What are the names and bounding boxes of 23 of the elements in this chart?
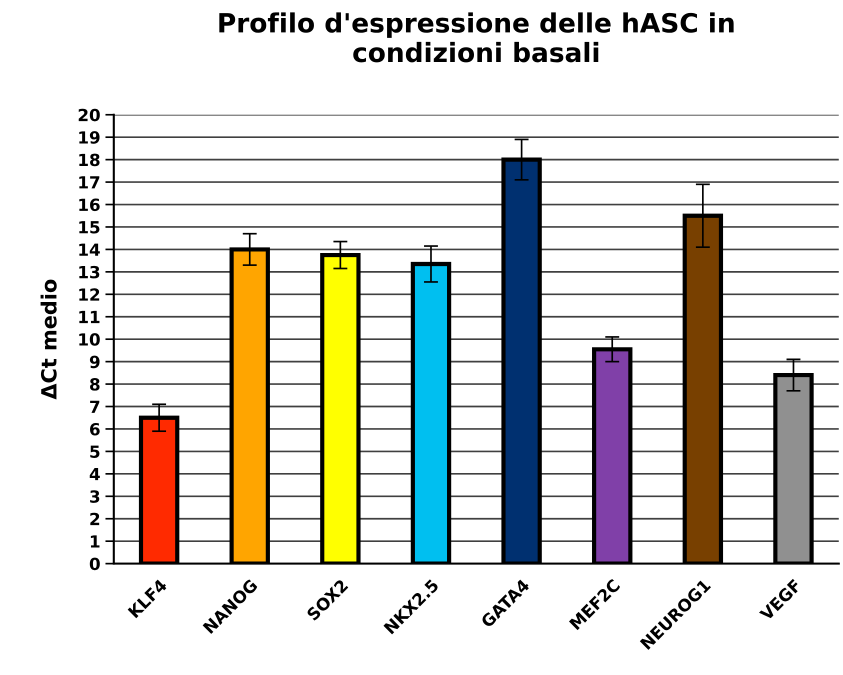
y-tick-label: 9: [90, 356, 100, 368]
y-tick-label: 19: [79, 131, 100, 144]
y-tick-label: 5: [90, 446, 100, 458]
y-tick-label: 16: [79, 198, 100, 212]
y-tick-label: 1: [90, 535, 100, 548]
y-tick-label: 6: [90, 422, 100, 436]
y-tick-label: 12: [79, 288, 100, 301]
y-tick-label: 7: [90, 400, 100, 413]
y-tick-label: 3: [90, 490, 100, 503]
y-tick-label: 0: [90, 558, 100, 570]
y-tick-label: 8: [90, 378, 100, 391]
y-tick-label: 17: [79, 176, 100, 188]
y-tick-label: 15: [79, 221, 100, 234]
y-tick-label: 10: [79, 333, 100, 346]
y-tick-label: 2: [90, 512, 100, 526]
y-tick-label: 11: [79, 310, 100, 324]
chart-title: Profilo d'espressione delle hASC in condizioni basali: [219, 12, 734, 62]
y-tick-label: 20: [78, 108, 100, 122]
y-tick-label: 13: [79, 266, 100, 278]
y-axis-title: ΔCt medio: [40, 280, 57, 400]
y-tick-label: 18: [79, 154, 100, 166]
y-tick-label: 4: [90, 468, 100, 480]
y-tick-label: 14: [79, 244, 100, 256]
